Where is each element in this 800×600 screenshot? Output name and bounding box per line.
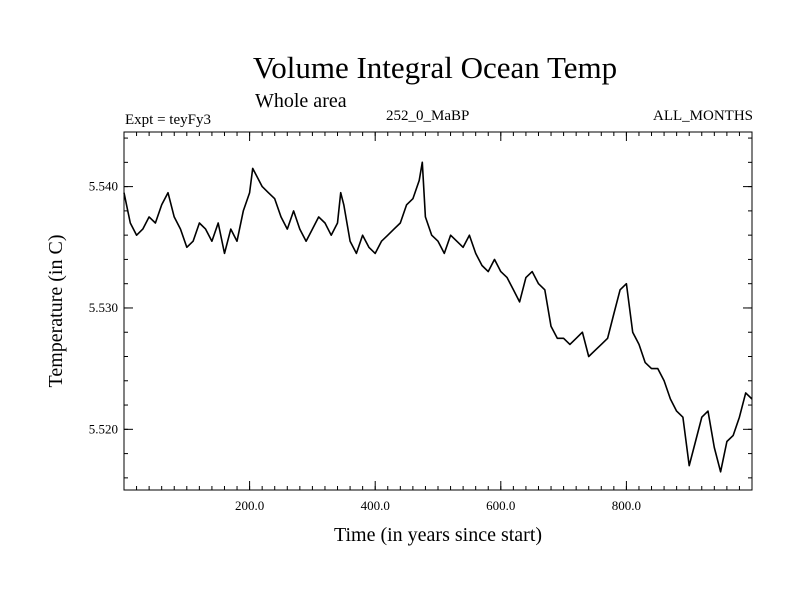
period-label: 252_0_MaBP [386,108,470,124]
axis-ticks [124,132,752,490]
x-axis-label: Time (in years since start) [334,524,542,546]
y-tick-label: 5.530 [89,300,118,315]
plot-frame [123,131,753,491]
x-tick-label: 800.0 [612,498,641,513]
chart-subtitle: Whole area [255,90,347,112]
x-tick-label: 200.0 [235,498,264,513]
x-tick-label: 600.0 [486,498,515,513]
experiment-label: Expt = teyFy3 [125,112,211,128]
y-axis-label: Temperature (in C) [45,235,67,388]
months-label: ALL_MONTHS [653,108,753,124]
chart-title: Volume Integral Ocean Temp [252,50,618,85]
y-tick-label: 5.540 [89,179,118,194]
temperature-series-line [123,161,753,473]
tick-labels: 200.0 400.0 600.0 800.0 5.520 5.530 5.540 [89,179,641,513]
y-tick-label: 5.520 [89,421,118,436]
x-tick-label: 400.0 [361,498,390,513]
